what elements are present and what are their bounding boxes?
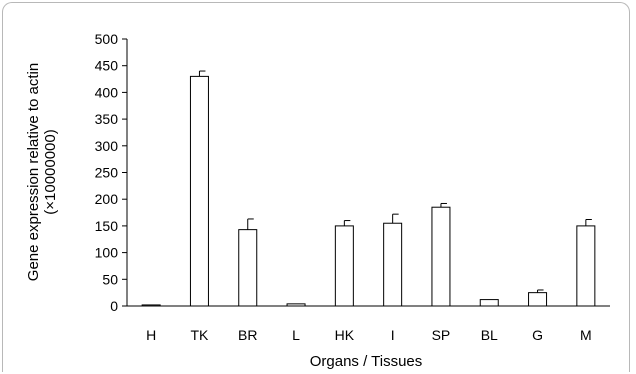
x-tick-label-H: H: [146, 327, 156, 343]
y-tick-label: 0: [110, 298, 118, 314]
y-axis-unit: (×10000000): [42, 129, 59, 215]
y-tick-label: 450: [95, 58, 119, 74]
y-tick-label: 100: [95, 245, 119, 261]
y-tick-label: 250: [95, 165, 119, 181]
bar-TK: [189, 75, 209, 307]
bar-I: [383, 222, 403, 307]
y-tick-label: 300: [95, 138, 119, 154]
x-tick-label-L: L: [292, 327, 300, 343]
x-tick-label-M: M: [580, 327, 592, 343]
y-axis-title: Gene expression relative to actin (×1000…: [25, 63, 59, 281]
x-tick-label-SP: SP: [432, 327, 451, 343]
bar-G: [528, 292, 548, 307]
bar-BR: [238, 229, 258, 307]
plot-area: 0 50 100 150 200 250 300 350 400 450 500 H TK BR L HK I S…: [95, 31, 610, 343]
bar-HK: [334, 225, 354, 307]
x-axis-title: Organs / Tissues: [310, 353, 423, 370]
y-tick-label: 200: [95, 191, 119, 207]
x-tick-label-HK: HK: [335, 327, 355, 343]
bar-L: [286, 303, 306, 307]
y-tick-label: 50: [102, 271, 118, 287]
x-tick-label-BL: BL: [481, 327, 498, 343]
x-tick-label-G: G: [532, 327, 543, 343]
bar-SP: [431, 206, 451, 307]
y-tick-label: 500: [95, 31, 119, 47]
x-tick-label-TK: TK: [191, 327, 210, 343]
y-tick-label: 150: [95, 218, 119, 234]
y-axis-label: Gene expression relative to actin: [25, 63, 42, 281]
x-tick-label-BR: BR: [238, 327, 257, 343]
bar-BL: [479, 299, 499, 307]
y-tick-label: 400: [95, 84, 119, 100]
chart-frame: [2, 2, 630, 372]
y-tick-label: 350: [95, 111, 119, 127]
bar-M: [576, 225, 596, 307]
bar-H: [141, 304, 161, 307]
x-tick-label-I: I: [391, 327, 395, 343]
